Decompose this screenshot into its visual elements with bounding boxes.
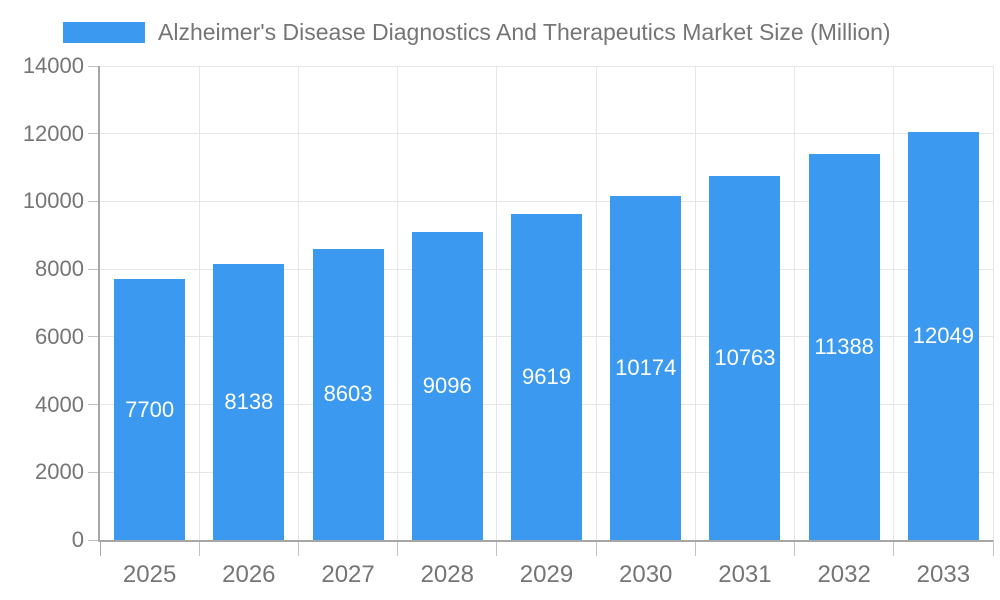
y-axis-label: 12000	[22, 120, 84, 146]
bar-value-label: 10174	[615, 354, 677, 380]
x-axis-label: 2027	[321, 561, 375, 588]
x-gridline	[595, 66, 597, 540]
x-axis-label: 2029	[519, 561, 574, 588]
x-gridline	[992, 66, 994, 540]
y-axis-label: 0	[71, 527, 84, 552]
legend-label: Alzheimer's Disease Diagnostics And Ther…	[158, 18, 891, 45]
bar-value-label: 7700	[125, 396, 175, 422]
bar-value-label: 8603	[323, 381, 373, 407]
bar-2025: 7700	[114, 279, 186, 540]
legend: Alzheimer's Disease Diagnostics And Ther…	[63, 16, 891, 48]
y-axis-label: 6000	[35, 323, 84, 349]
y-axis-label: 2000	[35, 459, 84, 485]
x-gridline	[496, 66, 498, 540]
bar-value-label: 9096	[422, 373, 472, 398]
x-axis-tick	[198, 540, 200, 556]
y-axis-tick	[88, 268, 100, 270]
x-axis-tick	[694, 540, 696, 556]
x-axis-tick	[496, 540, 498, 556]
y-axis-line	[98, 66, 100, 542]
y-axis-label: 10000	[22, 188, 84, 214]
x-axis-tick	[595, 540, 597, 556]
x-gridline	[794, 66, 796, 540]
y-axis-tick	[88, 539, 100, 541]
x-axis-tick	[893, 540, 895, 556]
x-gridline	[198, 66, 200, 540]
x-axis-tick	[297, 540, 299, 556]
y-axis-tick	[88, 200, 100, 202]
x-gridline	[297, 66, 299, 540]
bar-value-label: 10763	[714, 344, 776, 370]
x-axis-label: 2033	[916, 561, 971, 588]
y-gridline	[100, 133, 993, 135]
bar-2032: 11388	[808, 154, 880, 540]
bar-2026: 8138	[213, 264, 285, 540]
y-axis-label: 4000	[35, 391, 84, 417]
x-gridline	[893, 66, 895, 540]
x-axis-label: 2031	[718, 561, 772, 588]
bar-2030: 10174	[610, 195, 682, 540]
bar-2028: 9096	[411, 232, 483, 540]
x-gridline	[397, 66, 399, 540]
bar-2033: 12049	[907, 132, 979, 540]
bar-2031: 10763	[709, 175, 781, 540]
x-axis-label: 2032	[817, 561, 871, 588]
x-axis-tick	[397, 540, 399, 556]
x-axis-tick	[99, 540, 101, 556]
y-axis-tick	[88, 133, 100, 135]
y-axis-tick	[88, 336, 100, 338]
x-axis-label: 2025	[122, 561, 177, 588]
y-gridline	[100, 65, 993, 67]
bar-value-label: 9619	[522, 364, 571, 390]
x-axis-label: 2030	[619, 561, 673, 588]
bar-2027: 8603	[312, 248, 384, 540]
x-gridline	[694, 66, 696, 540]
x-axis-tick	[794, 540, 796, 556]
y-gridline	[100, 200, 993, 202]
bar-2029: 9619	[511, 214, 582, 540]
x-axis-line	[98, 540, 993, 542]
y-axis-tick	[88, 65, 100, 67]
x-axis-tick	[992, 540, 994, 556]
x-axis-label: 2028	[420, 561, 474, 588]
y-axis-label: 14000	[22, 53, 84, 78]
y-axis-label: 8000	[35, 256, 84, 282]
bar-value-label: 12049	[912, 323, 974, 349]
x-axis-label: 2026	[222, 561, 276, 588]
y-axis-tick	[88, 404, 100, 406]
y-axis-tick	[88, 471, 100, 473]
legend-swatch	[63, 21, 145, 43]
bar-value-label: 11388	[814, 334, 874, 360]
bar-value-label: 8138	[224, 389, 274, 415]
